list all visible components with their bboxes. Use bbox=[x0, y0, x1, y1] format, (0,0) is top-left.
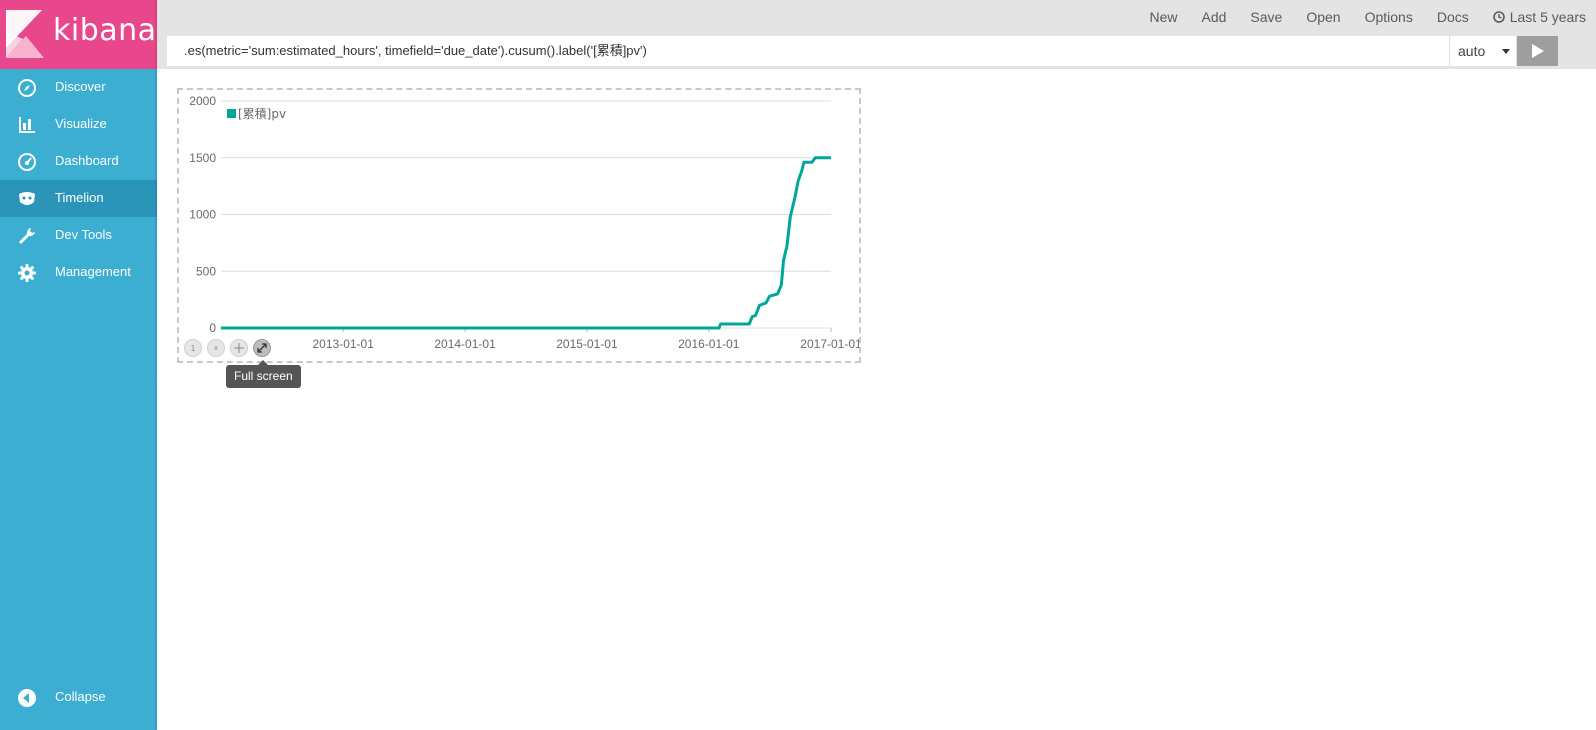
sidebar-item-timelion[interactable]: Timelion bbox=[0, 180, 157, 217]
play-icon bbox=[1532, 44, 1544, 58]
x-tick-label: 2013-01-01 bbox=[313, 337, 375, 351]
time-picker-button[interactable]: Last 5 years bbox=[1492, 8, 1586, 25]
legend-swatch bbox=[227, 109, 236, 118]
app-name: kibana bbox=[53, 13, 157, 48]
panel-index-button[interactable]: 1 bbox=[184, 339, 202, 357]
sidebar-item-management[interactable]: Management bbox=[0, 254, 157, 291]
top-nav: New Add Save Open Options Docs Last 5 ye… bbox=[157, 0, 1596, 33]
add-button[interactable]: Add bbox=[1201, 8, 1227, 25]
sidebar-item-label: Visualize bbox=[55, 116, 107, 131]
remove-panel-button[interactable]: × bbox=[207, 339, 225, 357]
interval-select[interactable]: auto bbox=[1449, 36, 1516, 66]
move-panel-button[interactable] bbox=[230, 339, 248, 357]
collapse-arrow-icon bbox=[18, 689, 36, 707]
fullscreen-panel-button[interactable] bbox=[253, 339, 271, 357]
save-button[interactable]: Save bbox=[1250, 8, 1283, 25]
x-tick-label: 2014-01-01 bbox=[434, 337, 496, 351]
time-range-label: Last 5 years bbox=[1509, 8, 1586, 25]
new-button[interactable]: New bbox=[1149, 8, 1178, 25]
sidebar-item-visualize[interactable]: Visualize bbox=[0, 106, 157, 143]
expand-icon bbox=[257, 343, 267, 353]
sidebar-item-label: Discover bbox=[55, 79, 106, 94]
y-tick-label: 500 bbox=[196, 264, 216, 278]
interval-value: auto bbox=[1458, 43, 1486, 59]
move-icon bbox=[234, 343, 244, 353]
bar-chart-icon bbox=[19, 117, 35, 133]
run-button[interactable] bbox=[1517, 36, 1558, 66]
wrench-icon bbox=[19, 228, 35, 244]
timelion-icon bbox=[19, 192, 35, 205]
y-tick-label: 0 bbox=[209, 321, 216, 335]
open-button[interactable]: Open bbox=[1306, 8, 1341, 25]
close-icon: × bbox=[213, 343, 219, 353]
sidebar-item-dev-tools[interactable]: Dev Tools bbox=[0, 217, 157, 254]
series-line bbox=[221, 156, 831, 330]
gear-icon bbox=[18, 264, 36, 282]
sidebar-item-discover[interactable]: Discover bbox=[0, 69, 157, 106]
options-button[interactable]: Options bbox=[1364, 8, 1413, 25]
docs-button[interactable]: Docs bbox=[1436, 8, 1469, 25]
sidebar-item-label: Dashboard bbox=[55, 153, 119, 168]
sidebar: kibana Discover Visualize Dashboard bbox=[0, 0, 157, 730]
kibana-logo-icon bbox=[6, 10, 44, 58]
kibana-logo[interactable]: kibana bbox=[0, 0, 157, 69]
expression-input[interactable]: .es(metric='sum:estimated_hours', timefi… bbox=[167, 36, 1449, 66]
sidebar-item-label: Management bbox=[55, 264, 131, 279]
chart-panel[interactable]: 0 500 1000 1500 2000 2013-01-01 2014-01-01 201… bbox=[177, 88, 861, 363]
gauge-icon bbox=[18, 153, 36, 171]
x-tick-label: 2017-01-01 bbox=[800, 337, 859, 351]
fullscreen-tooltip: Full screen bbox=[226, 360, 301, 388]
y-tick-label: 1500 bbox=[189, 151, 216, 165]
sidebar-item-label: Timelion bbox=[55, 190, 104, 205]
y-tick-label: 1000 bbox=[189, 208, 216, 222]
x-tick-label: 2016-01-01 bbox=[678, 337, 740, 351]
collapse-label: Collapse bbox=[55, 689, 106, 704]
sidebar-item-label: Dev Tools bbox=[55, 227, 112, 242]
x-tick-label: 2015-01-01 bbox=[556, 337, 618, 351]
query-bar: .es(metric='sum:estimated_hours', timefi… bbox=[157, 33, 1596, 69]
caret-down-icon bbox=[1502, 49, 1510, 54]
y-tick-label: 2000 bbox=[189, 94, 216, 108]
compass-icon bbox=[18, 79, 36, 97]
clock-icon bbox=[1492, 10, 1505, 23]
timeseries-chart: 0 500 1000 1500 2000 2013-01-01 2014-01-01 201… bbox=[189, 94, 859, 351]
sidebar-item-dashboard[interactable]: Dashboard bbox=[0, 143, 157, 180]
sidebar-collapse[interactable]: Collapse bbox=[0, 679, 157, 716]
top-menu: New Add Save Open Options Docs Last 5 ye… bbox=[1125, 0, 1586, 33]
legend-label: [累積]pv bbox=[238, 106, 286, 121]
